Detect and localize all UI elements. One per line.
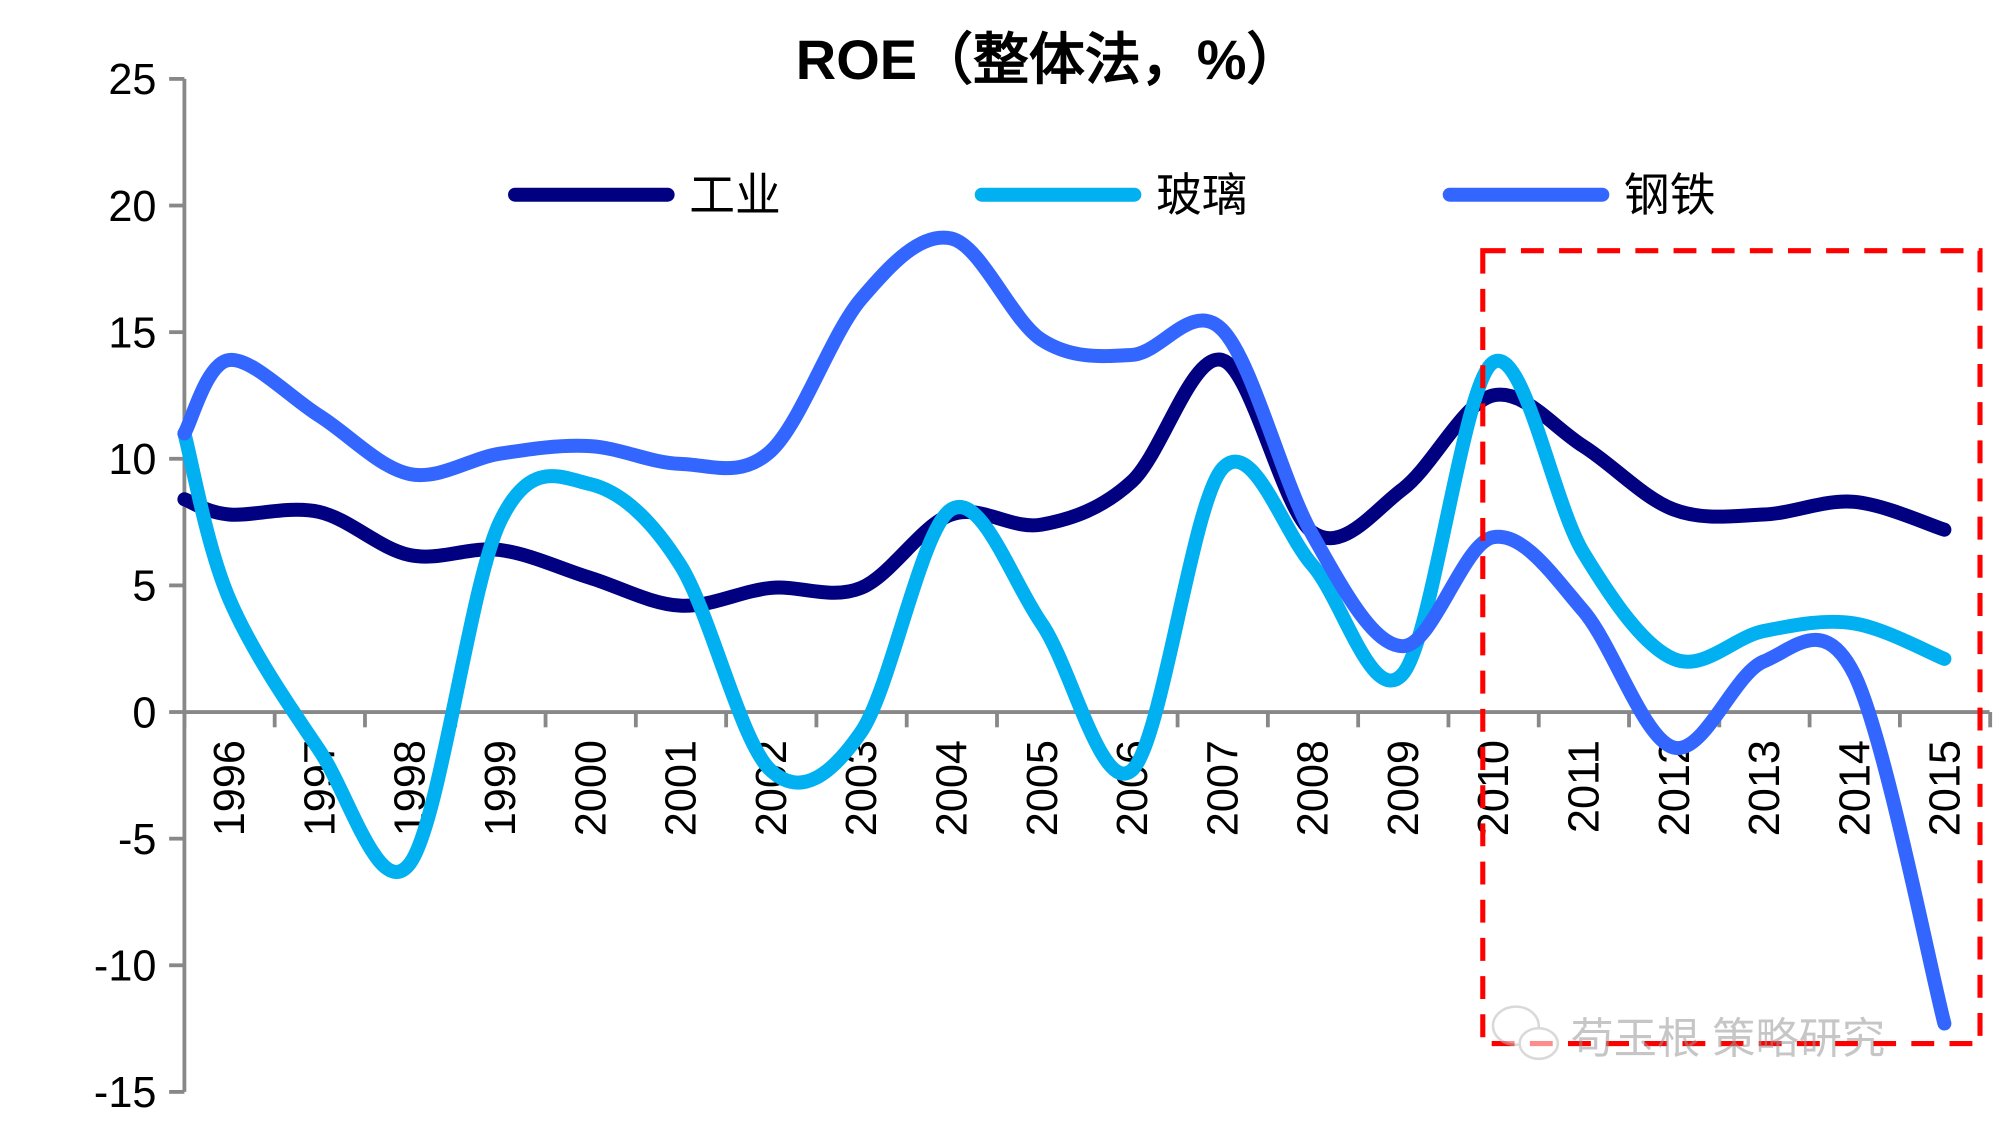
highlight-box-2010-2015 bbox=[1480, 248, 1983, 1047]
x-tick-label: 2008 bbox=[1290, 740, 1338, 836]
x-tick-label: 2005 bbox=[1019, 740, 1067, 836]
series-line-钢铁 bbox=[177, 230, 1952, 1031]
wechat-icon bbox=[1491, 1005, 1560, 1061]
y-tick-label: 25 bbox=[108, 56, 156, 104]
chart-title: ROE（整体法，%） bbox=[796, 28, 1303, 91]
series-line-玻璃 bbox=[177, 354, 1952, 879]
x-tick-label: 1996 bbox=[206, 740, 254, 836]
x-tick-label: 2015 bbox=[1922, 740, 1970, 836]
x-tick-label: 2010 bbox=[1470, 740, 1518, 836]
y-tick-label: -10 bbox=[94, 943, 156, 991]
y-tick-label: 0 bbox=[132, 689, 156, 737]
y-tick-label: 5 bbox=[132, 563, 156, 611]
x-tick-label: 2001 bbox=[658, 740, 706, 836]
y-tick-label: 15 bbox=[108, 309, 156, 357]
y-tick-label: -5 bbox=[118, 816, 156, 864]
x-tick-label: 2007 bbox=[1199, 740, 1247, 836]
y-tick-label: -15 bbox=[94, 1069, 156, 1117]
legend-label: 钢铁 bbox=[1624, 170, 1716, 221]
y-tick-label: 10 bbox=[108, 436, 156, 484]
legend-label: 玻璃 bbox=[1156, 170, 1248, 221]
x-tick-label: 2009 bbox=[1380, 740, 1428, 836]
x-tick-label: 2014 bbox=[1831, 740, 1879, 836]
x-tick-label: 2006 bbox=[1109, 740, 1157, 836]
x-tick-label: 2013 bbox=[1741, 740, 1789, 836]
legend: 工业 玻璃 钢铁 bbox=[508, 170, 1716, 221]
x-tick-label: 2000 bbox=[567, 740, 615, 836]
series-line-工业 bbox=[177, 352, 1952, 613]
legend-label: 工业 bbox=[689, 170, 781, 221]
x-tick-label: 2011 bbox=[1561, 740, 1609, 833]
watermark-text: 苟玉根 策略研究 bbox=[1571, 1016, 1886, 1064]
y-tick-label: 20 bbox=[108, 183, 156, 231]
x-tick-label: 2004 bbox=[928, 740, 976, 836]
watermark: 苟玉根 策略研究 bbox=[1491, 1005, 1886, 1064]
series-lines bbox=[177, 230, 1952, 1031]
x-tick-label: 1999 bbox=[477, 740, 525, 836]
x-tick-label: 2012 bbox=[1651, 740, 1699, 836]
